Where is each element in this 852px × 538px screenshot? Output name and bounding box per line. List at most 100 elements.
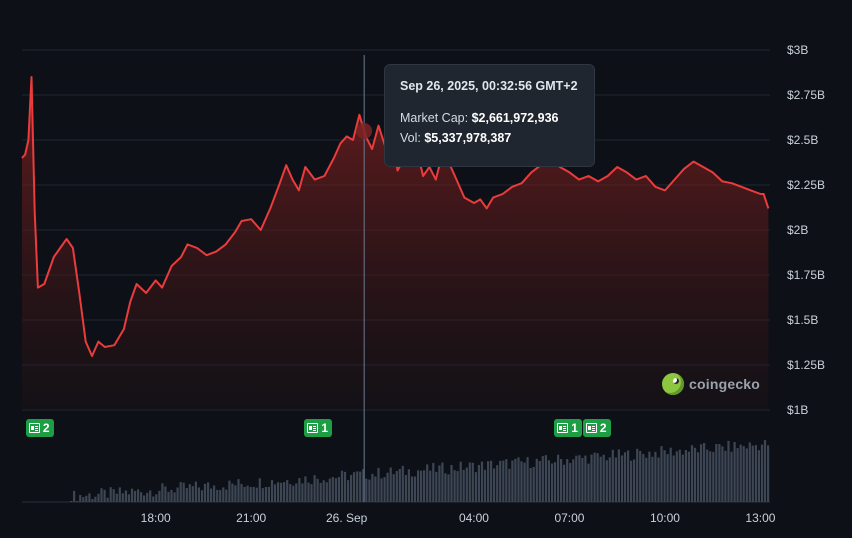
volume-bar bbox=[301, 483, 304, 502]
volume-bar bbox=[690, 445, 694, 502]
volume-bar bbox=[745, 448, 748, 502]
volume-bar bbox=[587, 463, 590, 502]
y-tick-label: $2.75B bbox=[787, 88, 825, 102]
volume-bar bbox=[596, 453, 599, 502]
volume-bar bbox=[350, 475, 353, 502]
volume-bar bbox=[325, 482, 328, 502]
volume-bar bbox=[207, 482, 210, 502]
volume-bar bbox=[709, 451, 712, 502]
volume-bar bbox=[657, 457, 660, 502]
volume-bar bbox=[544, 455, 547, 502]
volume-bar bbox=[121, 493, 124, 502]
volume-bar bbox=[283, 482, 286, 502]
volume-bar bbox=[736, 448, 739, 502]
volume-bar bbox=[417, 470, 420, 502]
volume-bar bbox=[234, 485, 237, 502]
volume-bar bbox=[334, 478, 337, 502]
volume-bar bbox=[617, 449, 620, 502]
chart-tooltip: Sep 26, 2025, 00:32:56 GMT+2 Market Cap:… bbox=[384, 64, 595, 167]
volume-bar bbox=[496, 465, 499, 502]
volume-bar bbox=[347, 480, 350, 502]
volume-bar bbox=[91, 499, 94, 502]
volume-bar bbox=[137, 489, 140, 502]
x-tick-label: 18:00 bbox=[141, 511, 171, 525]
volume-bar bbox=[197, 487, 200, 502]
volume-bar bbox=[261, 488, 264, 502]
volume-bar bbox=[115, 493, 118, 502]
volume-bar bbox=[219, 490, 222, 502]
volume-bar bbox=[210, 488, 213, 502]
brand-name: coingecko bbox=[689, 376, 761, 392]
volume-bar bbox=[73, 490, 76, 502]
volume-bar bbox=[605, 460, 608, 502]
volume-bar bbox=[322, 480, 325, 502]
volume-bar bbox=[599, 456, 602, 502]
volume-bar bbox=[173, 492, 176, 502]
volume-bar bbox=[529, 468, 532, 502]
volume-bar bbox=[310, 484, 313, 502]
news-marker[interactable]: 2 bbox=[25, 419, 54, 437]
volume-bar bbox=[97, 493, 100, 502]
volume-bar bbox=[648, 451, 651, 502]
volume-bar bbox=[767, 445, 770, 502]
market-cap-line bbox=[21, 76, 770, 357]
news-marker[interactable]: 2 bbox=[582, 419, 611, 437]
volume-bar bbox=[401, 465, 404, 502]
news-marker[interactable]: 1 bbox=[304, 419, 333, 437]
volume-bar bbox=[398, 469, 401, 502]
volume-bar bbox=[450, 465, 453, 502]
volume-bar bbox=[453, 470, 456, 502]
volume-bar bbox=[112, 489, 115, 502]
news-marker[interactable]: 1 bbox=[554, 419, 582, 437]
volume-bar bbox=[654, 451, 657, 502]
volume-bar bbox=[213, 485, 216, 502]
volume-bar bbox=[143, 495, 146, 502]
volume-bar bbox=[392, 474, 395, 502]
newspaper-icon bbox=[557, 423, 569, 433]
volume-bar bbox=[563, 464, 566, 502]
volume-bar bbox=[277, 482, 280, 502]
x-tick-label: 07:00 bbox=[554, 511, 584, 525]
volume-bar bbox=[395, 471, 398, 502]
volume-bar bbox=[237, 479, 240, 502]
volume-label: Vol: bbox=[400, 131, 421, 145]
volume-bar bbox=[304, 476, 307, 502]
volume-bar bbox=[739, 444, 742, 502]
x-tick-label: 26. Sep bbox=[326, 511, 368, 525]
volume-bar bbox=[182, 482, 185, 502]
newspaper-icon bbox=[307, 423, 319, 433]
volume-bar bbox=[608, 457, 611, 502]
volume-bar bbox=[669, 447, 672, 502]
y-tick-label: $1B bbox=[787, 403, 808, 417]
x-axis: 18:00 21:00 26. Sep 04:00 07:00 10:00 13:00 bbox=[141, 511, 776, 525]
volume-bar bbox=[313, 475, 316, 502]
volume-bar bbox=[538, 461, 541, 502]
volume-bar bbox=[569, 463, 572, 502]
volume-bar bbox=[316, 478, 319, 502]
volume-bar bbox=[490, 460, 493, 502]
volume-bar bbox=[636, 448, 639, 502]
volume-bar bbox=[252, 486, 255, 502]
volume-bar bbox=[693, 447, 697, 502]
volume-bar bbox=[307, 482, 310, 502]
volume-bar bbox=[462, 469, 465, 502]
volume-bar bbox=[520, 461, 523, 502]
gecko-logo-icon bbox=[662, 373, 684, 395]
volume-bar bbox=[231, 483, 234, 502]
volume-bar bbox=[368, 479, 371, 502]
volume-bar bbox=[264, 487, 267, 502]
news-count: 1 bbox=[571, 421, 578, 435]
volume-bar bbox=[426, 464, 429, 502]
volume-bar bbox=[228, 480, 231, 502]
volume-bar bbox=[79, 495, 82, 502]
volume-bar bbox=[474, 472, 477, 502]
volume-bar bbox=[188, 484, 191, 502]
volume-bar bbox=[645, 457, 648, 502]
news-count: 1 bbox=[321, 421, 329, 435]
volume-bar bbox=[246, 485, 249, 502]
volume-bar bbox=[514, 458, 517, 502]
volume-bar bbox=[730, 451, 733, 502]
volume-bar bbox=[225, 489, 228, 502]
volume-bar bbox=[590, 454, 593, 502]
